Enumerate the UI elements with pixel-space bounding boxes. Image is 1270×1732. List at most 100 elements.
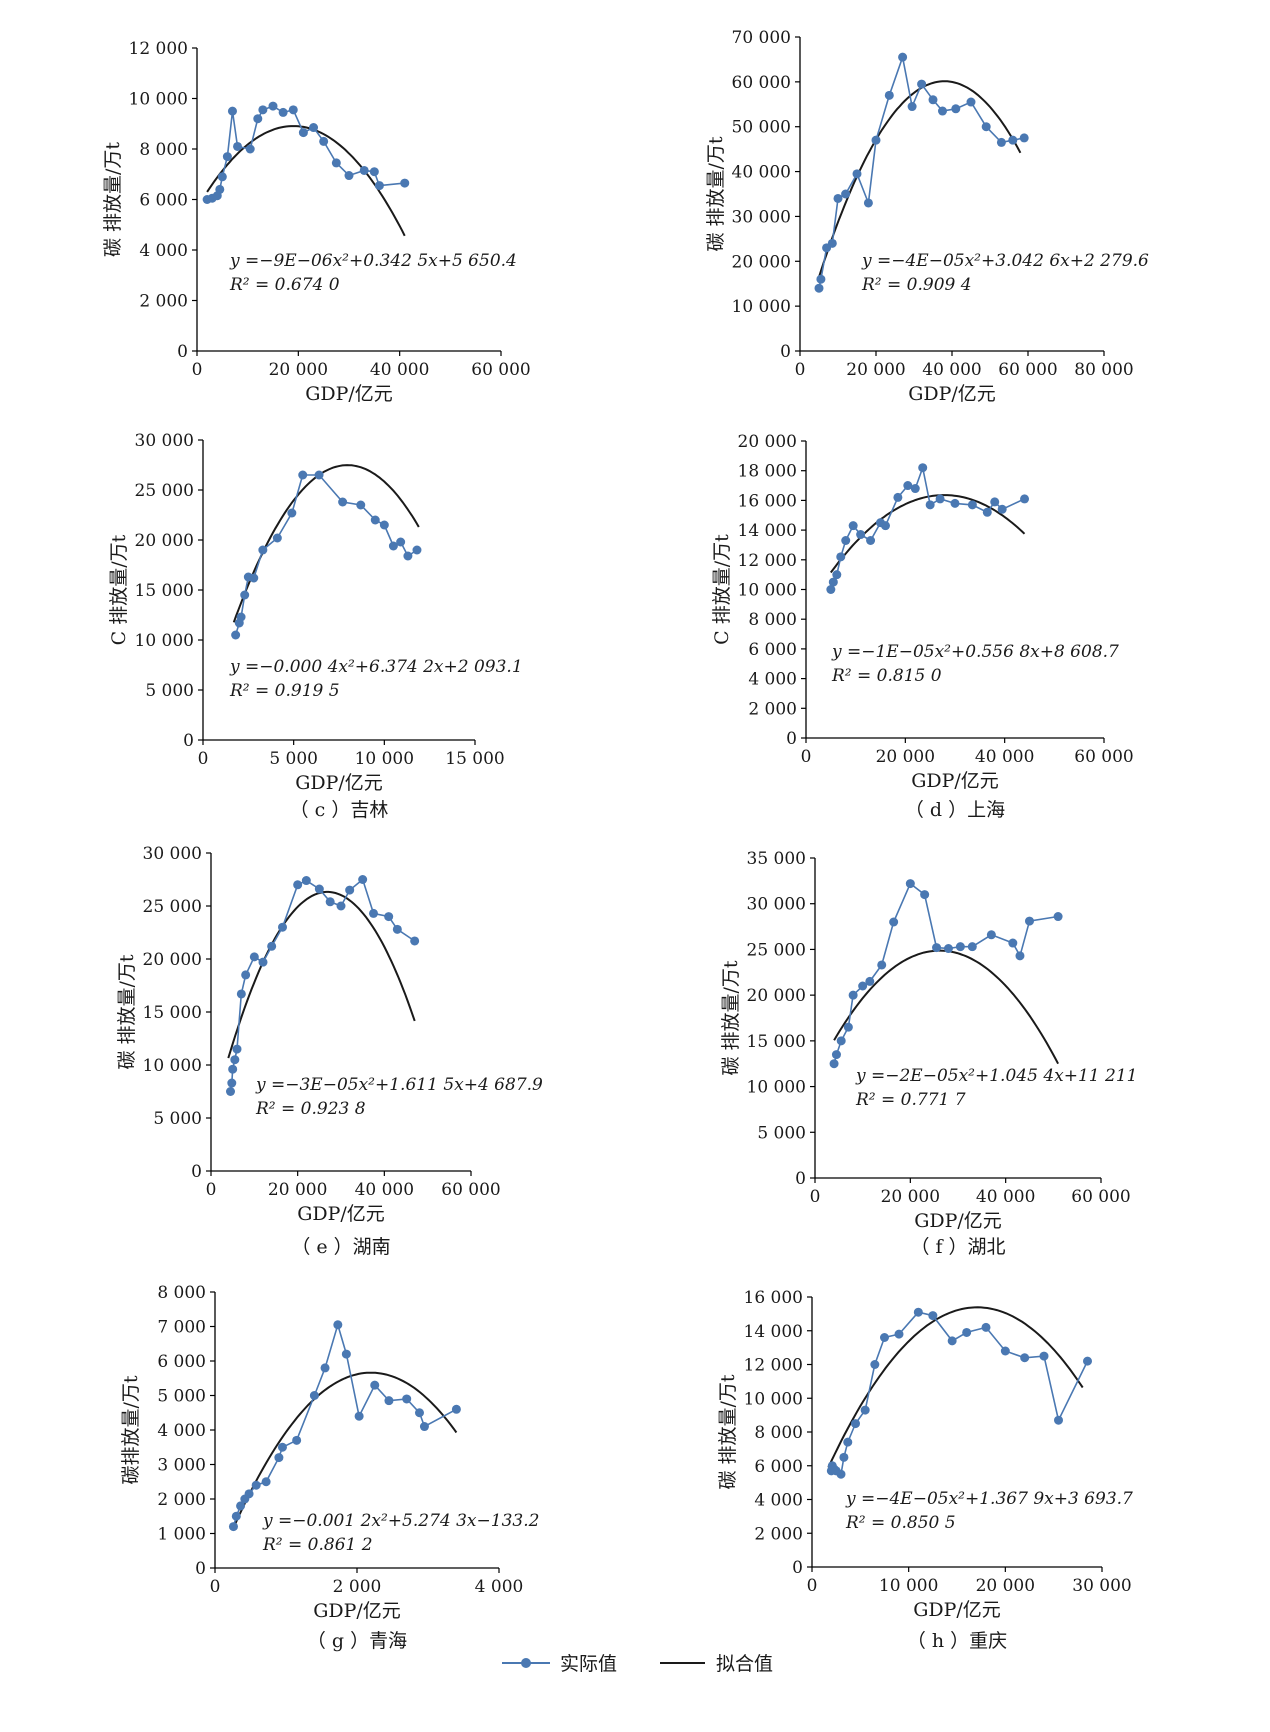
data-point xyxy=(293,880,303,890)
data-point xyxy=(244,1489,254,1499)
data-point xyxy=(1008,938,1018,948)
data-point xyxy=(236,1501,246,1511)
x-tick-label: 10 000 xyxy=(355,749,414,769)
x-axis-title: GDP/亿元 xyxy=(305,383,393,405)
x-tick-label: 15 000 xyxy=(445,749,504,769)
y-tick-label: 20 000 xyxy=(135,531,194,551)
data-point xyxy=(392,924,402,934)
data-point xyxy=(338,497,348,507)
data-point xyxy=(379,520,389,530)
fit-r-squared: R² = 0.923 8 xyxy=(255,1099,366,1119)
data-point xyxy=(858,981,868,991)
data-point xyxy=(836,1469,846,1479)
data-point xyxy=(996,137,1006,147)
data-point xyxy=(843,1437,853,1447)
y-tick-label: 10 000 xyxy=(143,1056,202,1076)
data-point xyxy=(278,922,287,932)
fit-r-squared: R² = 0.674 0 xyxy=(229,275,340,295)
data-point xyxy=(396,537,406,547)
y-tick-label: 2 000 xyxy=(157,1490,206,1510)
x-tick-label: 4 000 xyxy=(475,1577,524,1597)
data-point xyxy=(950,498,960,508)
data-point xyxy=(388,541,398,551)
data-point xyxy=(240,590,250,600)
data-point xyxy=(880,1333,889,1342)
data-point xyxy=(217,172,227,182)
y-tick-label: 20 000 xyxy=(143,950,202,970)
x-tick-label: 0 xyxy=(795,360,806,380)
data-point xyxy=(997,504,1007,514)
x-tick-label: 20 000 xyxy=(881,1187,940,1207)
data-point xyxy=(309,1391,319,1400)
y-tick-label: 14 000 xyxy=(744,1322,803,1342)
data-point xyxy=(894,1329,904,1339)
actual-series-line xyxy=(234,474,418,636)
y-tick-label: 15 000 xyxy=(747,1032,806,1052)
data-point xyxy=(241,970,251,980)
fit-r-squared: R² = 0.909 4 xyxy=(861,275,972,295)
y-tick-label: 20 000 xyxy=(732,252,791,272)
data-point xyxy=(1020,494,1030,504)
fit-equation: y =−9E−06x²+0.342 5x+5 650.4 xyxy=(229,251,517,271)
data-point xyxy=(852,169,862,179)
data-point xyxy=(288,105,298,115)
y-tick-label: 7 000 xyxy=(157,1318,206,1338)
x-tick-label: 80 000 xyxy=(1074,360,1133,380)
x-tick-label: 60 000 xyxy=(1074,747,1133,767)
y-tick-label: 10 000 xyxy=(135,631,194,651)
x-axis-title: GDP/亿元 xyxy=(313,1600,401,1622)
y-tick-label: 30 000 xyxy=(143,844,202,864)
y-tick-label: 0 xyxy=(795,1169,806,1189)
data-point xyxy=(301,876,311,886)
panel-caption: （ g ）青海 xyxy=(307,1630,407,1652)
data-point xyxy=(258,105,268,115)
data-point xyxy=(228,1064,238,1074)
data-point xyxy=(928,1311,938,1321)
y-tick-label: 10 000 xyxy=(744,1389,803,1409)
data-point xyxy=(369,908,378,918)
actual-series-line xyxy=(830,464,1025,590)
fit-equation: y =−0.001 2x²+5.274 3x−133.2 xyxy=(262,1511,539,1531)
data-point xyxy=(877,960,887,970)
data-point xyxy=(1083,1356,1092,1366)
data-point xyxy=(843,1022,853,1032)
y-tick-label: 25 000 xyxy=(143,897,202,917)
y-tick-label: 0 xyxy=(191,1162,202,1182)
data-point xyxy=(860,1405,870,1415)
data-point xyxy=(986,930,996,940)
data-point xyxy=(274,1453,284,1463)
x-tick-label: 20 000 xyxy=(269,360,328,380)
data-point xyxy=(932,943,942,953)
data-point xyxy=(1053,912,1063,922)
data-point xyxy=(981,1322,991,1332)
data-point xyxy=(832,570,842,580)
fit-equation: y =−2E−05x²+1.045 4x+11 211 xyxy=(855,1066,1137,1086)
y-axis-title: 碳 排放量/万t xyxy=(705,136,727,251)
data-point xyxy=(258,957,268,967)
data-point xyxy=(966,97,976,107)
data-point xyxy=(889,917,899,927)
data-point xyxy=(836,552,846,562)
data-point xyxy=(410,936,420,946)
data-point xyxy=(836,1036,846,1046)
panel-caption: （ c ）吉林 xyxy=(290,799,389,821)
data-point xyxy=(907,102,917,112)
fit-curve xyxy=(827,1306,1084,1468)
data-point xyxy=(412,545,422,555)
y-tick-label: 0 xyxy=(780,342,791,362)
data-point xyxy=(1020,1353,1030,1363)
data-point xyxy=(814,283,824,293)
x-tick-label: 30 000 xyxy=(1072,1576,1131,1596)
y-tick-label: 10 000 xyxy=(129,90,188,110)
x-tick-label: 60 000 xyxy=(998,360,1057,380)
chart-panel-g: 0 1 000 2 000 3 000 4 000 5 000 6 000 7 000 8 00… xyxy=(120,1283,539,1652)
data-point xyxy=(870,1360,880,1369)
data-point xyxy=(918,463,928,473)
data-point xyxy=(1054,1415,1063,1425)
data-point xyxy=(955,942,965,952)
y-tick-label: 8 000 xyxy=(139,140,188,160)
y-tick-label: 30 000 xyxy=(135,431,194,451)
data-point xyxy=(298,128,308,138)
data-point xyxy=(236,989,246,999)
data-point xyxy=(962,1327,972,1337)
